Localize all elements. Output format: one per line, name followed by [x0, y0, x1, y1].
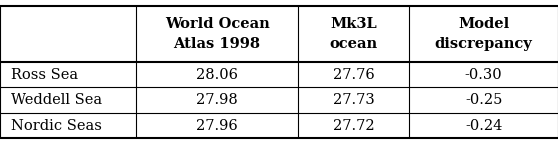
Text: 27.98: 27.98 [196, 93, 238, 107]
Text: Ross Sea: Ross Sea [11, 68, 78, 82]
Text: -0.24: -0.24 [465, 119, 502, 132]
Text: Model
discrepancy: Model discrepancy [435, 17, 532, 51]
Text: Weddell Sea: Weddell Sea [11, 93, 102, 107]
Text: 27.76: 27.76 [333, 68, 374, 82]
Text: Nordic Seas: Nordic Seas [11, 119, 102, 132]
Text: -0.30: -0.30 [465, 68, 502, 82]
Text: 28.06: 28.06 [196, 68, 238, 82]
Text: 27.96: 27.96 [196, 119, 238, 132]
Text: 27.72: 27.72 [333, 119, 374, 132]
Text: -0.25: -0.25 [465, 93, 502, 107]
Text: World Ocean
Atlas 1998: World Ocean Atlas 1998 [165, 17, 270, 51]
Text: 27.73: 27.73 [333, 93, 374, 107]
Text: Mk3L
ocean: Mk3L ocean [329, 17, 377, 51]
